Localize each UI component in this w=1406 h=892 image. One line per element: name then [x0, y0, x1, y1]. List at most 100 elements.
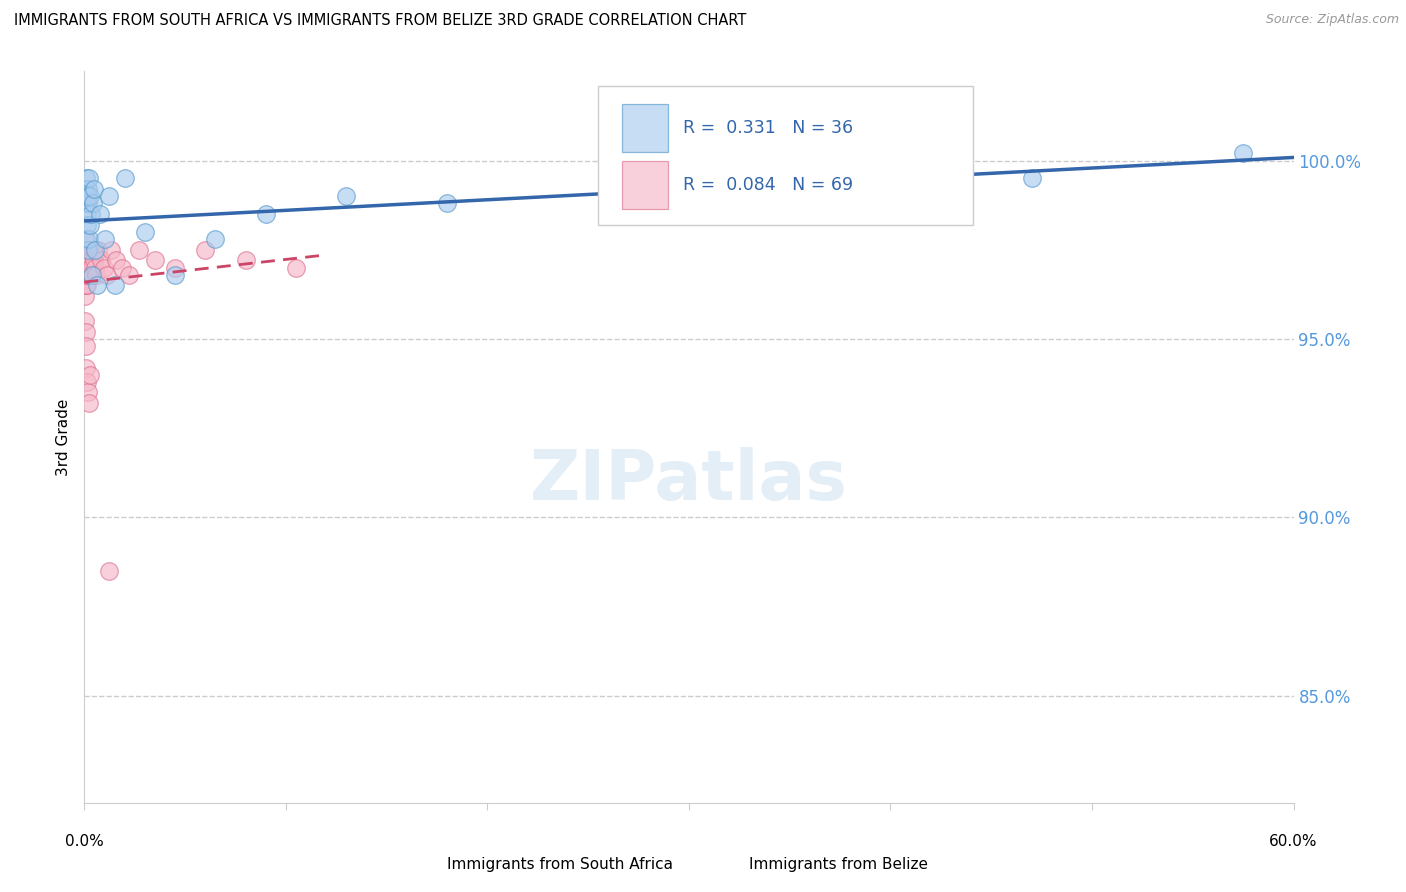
Point — [76, 268, 98, 282]
Point — [335, 189, 357, 203]
Point — [75, 253, 97, 268]
Text: Source: ZipAtlas.com: Source: ZipAtlas.com — [1265, 13, 1399, 27]
Point — [76, 253, 98, 268]
Point — [118, 268, 141, 282]
Point — [97, 189, 120, 203]
Point — [111, 260, 134, 275]
Point — [79, 218, 101, 232]
Point — [75, 268, 97, 282]
Point — [79, 268, 101, 282]
FancyBboxPatch shape — [623, 104, 668, 152]
Point — [75, 268, 97, 282]
Point — [75, 243, 97, 257]
Point — [89, 207, 111, 221]
Point — [76, 268, 98, 282]
Point — [77, 253, 100, 268]
Point — [76, 253, 98, 268]
Point — [75, 243, 97, 257]
Point — [76, 385, 98, 400]
Point — [77, 260, 100, 275]
Point — [76, 182, 98, 196]
Point — [76, 260, 98, 275]
Point — [97, 564, 120, 578]
Point — [77, 396, 100, 410]
Point — [75, 253, 97, 268]
Text: Immigrants from Belize: Immigrants from Belize — [749, 857, 928, 872]
Point — [79, 253, 101, 268]
Point — [79, 368, 101, 382]
Point — [75, 171, 97, 186]
Point — [204, 232, 226, 246]
Point — [86, 278, 108, 293]
Point — [83, 182, 105, 196]
Point — [76, 278, 98, 293]
Text: 0.0%: 0.0% — [65, 834, 104, 849]
Point — [75, 278, 97, 293]
Point — [134, 225, 156, 239]
Point — [83, 253, 105, 268]
Point — [73, 278, 96, 293]
Point — [598, 182, 620, 196]
Text: Immigrants from South Africa: Immigrants from South Africa — [447, 857, 673, 872]
Point — [76, 260, 98, 275]
Point — [75, 260, 97, 275]
Point — [76, 218, 98, 232]
Point — [104, 253, 127, 268]
Point — [114, 171, 136, 186]
Point — [1232, 146, 1254, 161]
Point — [76, 189, 98, 203]
Point — [76, 243, 98, 257]
Text: 60.0%: 60.0% — [1270, 834, 1317, 849]
Point — [83, 260, 105, 275]
Point — [194, 243, 217, 257]
Point — [76, 375, 98, 389]
Point — [75, 243, 97, 257]
Point — [143, 253, 166, 268]
Point — [1021, 171, 1043, 186]
Point — [77, 189, 100, 203]
Point — [79, 189, 101, 203]
Point — [75, 196, 97, 211]
Text: R =  0.331   N = 36: R = 0.331 N = 36 — [683, 119, 853, 136]
Point — [75, 260, 97, 275]
FancyBboxPatch shape — [599, 86, 973, 225]
Point — [76, 207, 98, 221]
Point — [73, 260, 96, 275]
Point — [76, 243, 98, 257]
Point — [75, 253, 97, 268]
Point — [75, 360, 97, 375]
Point — [76, 253, 98, 268]
Text: IMMIGRANTS FROM SOUTH AFRICA VS IMMIGRANTS FROM BELIZE 3RD GRADE CORRELATION CHA: IMMIGRANTS FROM SOUTH AFRICA VS IMMIGRAN… — [14, 13, 747, 29]
Point — [75, 232, 97, 246]
Point — [87, 243, 110, 257]
Point — [77, 232, 100, 246]
Point — [96, 268, 118, 282]
FancyBboxPatch shape — [713, 849, 744, 880]
Point — [436, 196, 458, 211]
Point — [77, 243, 100, 257]
Point — [77, 268, 100, 282]
Point — [76, 268, 98, 282]
Point — [75, 339, 97, 353]
Point — [75, 182, 97, 196]
Point — [75, 314, 97, 328]
Point — [79, 243, 101, 257]
Point — [73, 243, 96, 257]
Point — [80, 268, 103, 282]
Text: R =  0.084   N = 69: R = 0.084 N = 69 — [683, 176, 853, 194]
Point — [76, 243, 98, 257]
Point — [86, 268, 108, 282]
Point — [93, 260, 115, 275]
Y-axis label: 3rd Grade: 3rd Grade — [56, 399, 72, 475]
Point — [77, 253, 100, 268]
Point — [738, 171, 761, 186]
Point — [75, 325, 97, 339]
Point — [93, 232, 115, 246]
Point — [79, 260, 101, 275]
FancyBboxPatch shape — [623, 161, 668, 209]
Point — [75, 289, 97, 303]
Text: ZIPatlas: ZIPatlas — [530, 448, 848, 515]
Point — [76, 243, 98, 257]
Point — [128, 243, 150, 257]
Point — [235, 253, 257, 268]
